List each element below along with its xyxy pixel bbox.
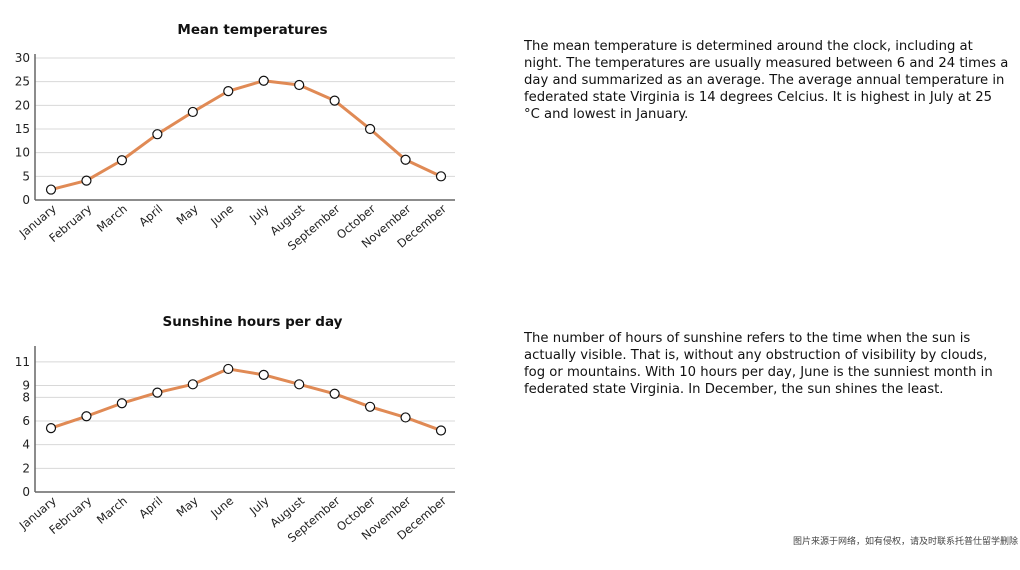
sunshine-description: The number of hours of sunshine refers t… bbox=[524, 331, 993, 397]
x-tick-label: May bbox=[174, 493, 201, 519]
y-tick-label: 0 bbox=[22, 485, 30, 499]
y-tick-label: 8 bbox=[22, 390, 30, 404]
y-tick-label: 11 bbox=[15, 355, 30, 369]
data-point bbox=[400, 412, 411, 423]
y-tick-label: 30 bbox=[15, 51, 30, 65]
x-tick-label: March bbox=[94, 494, 130, 527]
data-point bbox=[187, 106, 198, 118]
data-point bbox=[329, 95, 340, 106]
data-point bbox=[258, 369, 269, 380]
x-tick-label: July bbox=[246, 493, 272, 518]
data-point bbox=[45, 422, 57, 434]
y-tick-label: 5 bbox=[22, 169, 30, 183]
sunshine-chart: Sunshine hours per day 0 2 4 6 8 9 11 January Fe… bbox=[0, 310, 470, 570]
data-point bbox=[81, 175, 92, 186]
y-tick-label: 10 bbox=[15, 146, 30, 160]
data-point bbox=[400, 154, 411, 165]
temperature-description: The mean temperature is determined aroun… bbox=[524, 39, 1009, 122]
data-point bbox=[329, 388, 340, 399]
x-tick-label: April bbox=[136, 202, 165, 230]
data-point bbox=[223, 86, 234, 97]
series-line bbox=[50, 367, 442, 432]
x-tick-label: July bbox=[246, 201, 272, 226]
data-point bbox=[81, 411, 92, 422]
watermark: 图片来源于网络，如有侵权，请及时联系托普仕留学删除 bbox=[792, 537, 1018, 547]
data-point bbox=[364, 401, 376, 412]
y-tick-label: 15 bbox=[15, 122, 30, 136]
y-tick-label: 6 bbox=[22, 414, 30, 428]
chart-title: Mean temperatures bbox=[177, 22, 328, 38]
x-tick-label: April bbox=[136, 494, 165, 522]
y-tick-label: 20 bbox=[15, 98, 30, 112]
y-tick-label: 2 bbox=[22, 461, 30, 475]
data-point bbox=[364, 123, 376, 135]
x-tick-label: June bbox=[207, 494, 236, 521]
series-line bbox=[50, 79, 442, 192]
y-tick-label: 4 bbox=[22, 438, 30, 452]
data-point bbox=[435, 425, 447, 436]
data-point bbox=[116, 155, 128, 166]
data-point bbox=[116, 398, 128, 409]
data-point bbox=[152, 129, 163, 140]
data-point bbox=[294, 379, 305, 390]
y-tick-label: 9 bbox=[22, 379, 30, 393]
x-tick-label: May bbox=[174, 201, 201, 227]
data-point bbox=[152, 387, 163, 398]
data-point bbox=[258, 75, 269, 86]
data-point bbox=[435, 171, 447, 182]
data-point bbox=[223, 363, 234, 375]
x-tick-label: June bbox=[207, 202, 236, 229]
data-point bbox=[45, 184, 57, 195]
chart-title: Sunshine hours per day bbox=[162, 314, 343, 330]
y-tick-label: 25 bbox=[15, 75, 30, 89]
x-tick-label: March bbox=[94, 202, 130, 235]
y-tick-label: 0 bbox=[22, 193, 30, 207]
temperature-chart: Mean temperatures 0 5 10 15 20 25 30 January Feb… bbox=[0, 18, 470, 278]
data-point bbox=[187, 379, 198, 390]
data-point bbox=[294, 79, 305, 91]
